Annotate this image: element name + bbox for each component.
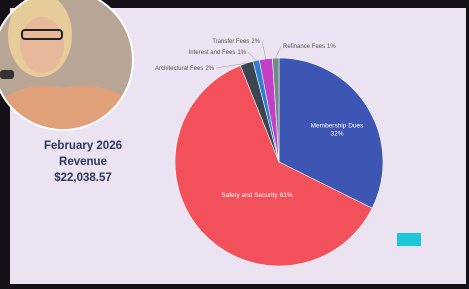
slice-name: Safety and Security [221,192,278,199]
title-line: February 2026 [44,140,122,152]
title-line: Revenue [59,156,107,168]
slice-value: 1% [327,44,336,50]
microphone [0,70,14,79]
slice-value: 2% [205,66,214,72]
slice-value: 61% [280,192,293,199]
decoration [397,233,421,246]
title-line: $22,038.57 [54,172,112,184]
slice-label: Membership Dues [311,123,364,130]
slice-value: 1% [237,50,246,56]
slice-value: 32% [330,131,343,138]
slice-name: Transfer Fees [212,39,249,45]
slice-name: Refinance Fees [283,44,325,50]
screen-photo: February 2026 Revenue $22,038.57 Members… [0,0,469,289]
slice-name: Interest and Fees [189,50,236,56]
slice-name: Architectural Fees [155,66,203,72]
slice-value: 2% [251,39,260,45]
face [20,17,64,73]
